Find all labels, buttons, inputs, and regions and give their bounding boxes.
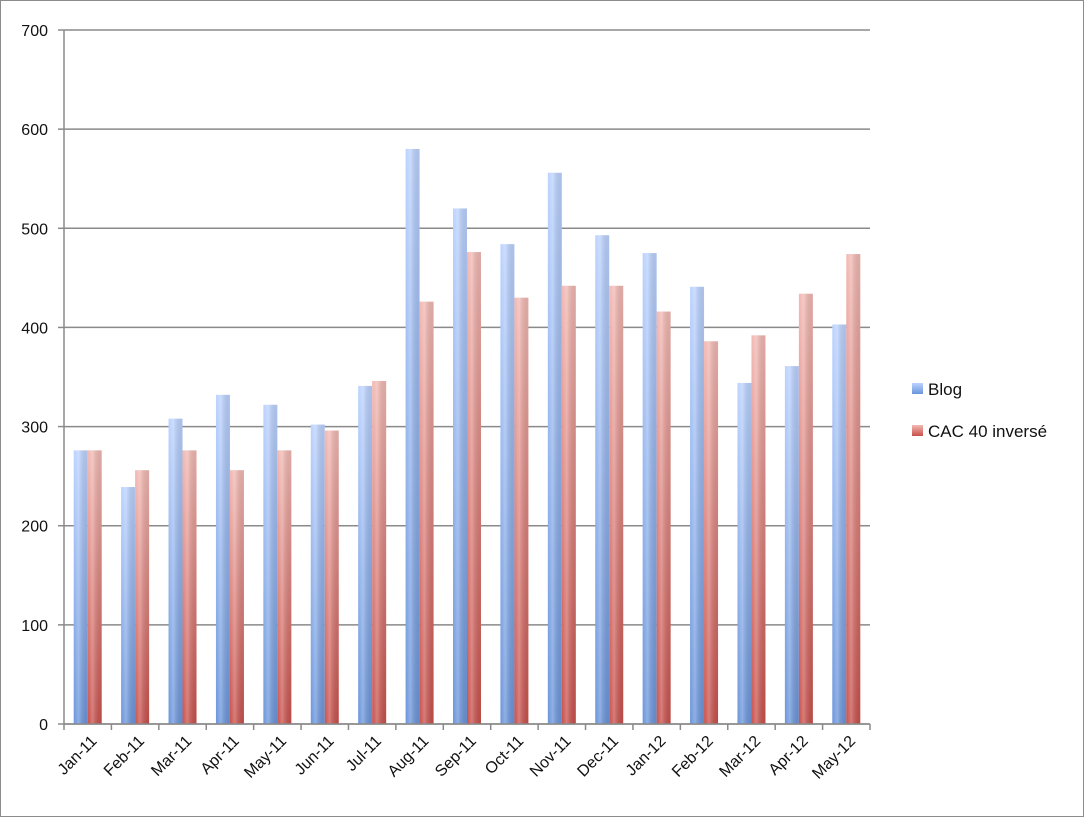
x-tick-label: Dec-11	[574, 733, 622, 781]
bar-shading	[277, 450, 292, 724]
legend-swatch-cac40	[912, 425, 923, 436]
bar-shading	[358, 385, 373, 724]
y-tick-label: 400	[21, 320, 48, 337]
bar-shading	[561, 285, 576, 724]
bar-shading	[798, 293, 813, 724]
x-tick-label: Sep-11	[432, 733, 480, 781]
bar-shading	[704, 341, 719, 724]
x-tick-label: Feb-12	[669, 733, 717, 781]
bar-shading	[419, 301, 434, 724]
bar-shading	[324, 430, 339, 724]
legend-label: Blog	[928, 380, 962, 399]
bar-shading	[547, 172, 562, 724]
x-tick-label: Apr-11	[198, 733, 243, 778]
bar-shading	[609, 285, 624, 724]
bar-shading	[168, 418, 183, 724]
x-tick-label: Jan-12	[623, 733, 670, 780]
bar-shading	[453, 208, 467, 724]
bar-shading	[215, 394, 230, 724]
bars	[73, 148, 861, 725]
bar-shading	[467, 252, 481, 724]
x-tick-label: Apr-12	[766, 733, 812, 779]
x-tick-label: May-12	[809, 733, 859, 783]
y-tick-label: 700	[21, 23, 48, 40]
x-tick-label: May-11	[241, 733, 290, 782]
bar-shading	[642, 253, 657, 725]
bar-shading	[656, 311, 671, 724]
x-tick-label: Aug-11	[385, 733, 433, 781]
bar-shading	[737, 382, 752, 724]
x-tick-label: Jun-11	[292, 733, 338, 779]
bar-shading	[229, 470, 244, 724]
legend: Blog CAC 40 inversé	[912, 380, 1047, 441]
bar-shading	[514, 297, 529, 724]
y-tick-label: 600	[21, 122, 48, 139]
bar-shading	[87, 450, 102, 724]
y-tick-label: 0	[39, 717, 48, 734]
x-tick-label: Jul-11	[343, 733, 385, 775]
y-tick-label: 500	[21, 221, 48, 238]
bar-shading	[846, 254, 861, 724]
bar-shading	[73, 450, 88, 724]
bar-shading	[751, 335, 766, 724]
legend-label: CAC 40 inversé	[928, 422, 1047, 441]
bar-shading	[182, 450, 197, 724]
bar-shading	[595, 235, 610, 724]
bar-shading	[405, 148, 420, 724]
x-tick-label: Mar-11	[148, 733, 195, 780]
y-tick-label: 300	[21, 420, 48, 437]
x-tick-label: Feb-11	[101, 733, 148, 780]
x-tick-label: Mar-12	[716, 733, 764, 781]
bar-shading	[832, 324, 847, 724]
y-axis: 0 100 200 300 400 500 600 700	[21, 23, 65, 734]
bar-shading	[372, 380, 387, 724]
x-tick-label: Nov-11	[527, 733, 575, 781]
bar-shading	[784, 366, 799, 724]
bar-shading	[690, 286, 705, 724]
x-tick-label: Jan-11	[55, 733, 101, 779]
y-tick-label: 100	[21, 618, 48, 635]
x-tick-label: Oct-11	[482, 733, 527, 778]
bar-shading	[135, 470, 150, 724]
y-tick-label: 200	[21, 519, 48, 536]
bar-shading	[263, 404, 278, 724]
bar-shading	[500, 244, 515, 725]
legend-swatch-blog	[912, 383, 923, 394]
bar-shading	[310, 424, 325, 724]
bar-shading	[121, 487, 136, 724]
